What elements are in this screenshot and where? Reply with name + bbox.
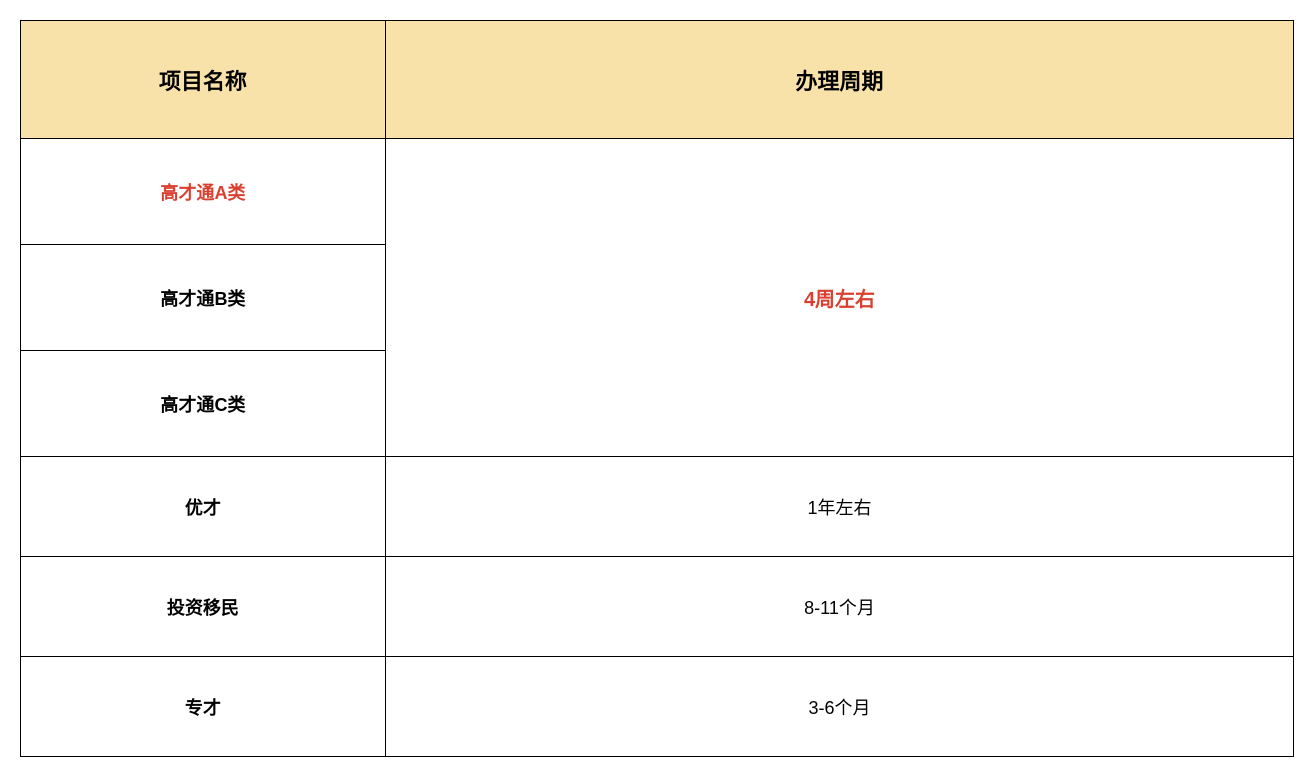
cell-period-investment: 8-11个月 xyxy=(386,557,1294,657)
header-processing-period: 办理周期 xyxy=(386,21,1294,139)
cell-merged-period: 4周左右 xyxy=(386,139,1294,457)
cell-project-name-youcai: 优才 xyxy=(21,457,386,557)
cell-project-name-zhuancai: 专才 xyxy=(21,657,386,757)
table-header-row: 项目名称 办理周期 xyxy=(21,21,1294,139)
cell-project-name-c: 高才通C类 xyxy=(21,351,386,457)
table-row: 专才 3-6个月 xyxy=(21,657,1294,757)
cell-period-youcai: 1年左右 xyxy=(386,457,1294,557)
table-row: 投资移民 8-11个月 xyxy=(21,557,1294,657)
cell-period-zhuancai: 3-6个月 xyxy=(386,657,1294,757)
cell-project-name-b: 高才通B类 xyxy=(21,245,386,351)
cell-project-name-investment: 投资移民 xyxy=(21,557,386,657)
table-row: 优才 1年左右 xyxy=(21,457,1294,557)
cell-project-name-a: 高才通A类 xyxy=(21,139,386,245)
table-row: 高才通A类 4周左右 xyxy=(21,139,1294,245)
header-project-name: 项目名称 xyxy=(21,21,386,139)
processing-period-table: 项目名称 办理周期 高才通A类 4周左右 高才通B类 高才通C类 优才 1年左右… xyxy=(20,20,1294,757)
table-container: 项目名称 办理周期 高才通A类 4周左右 高才通B类 高才通C类 优才 1年左右… xyxy=(20,20,1294,757)
